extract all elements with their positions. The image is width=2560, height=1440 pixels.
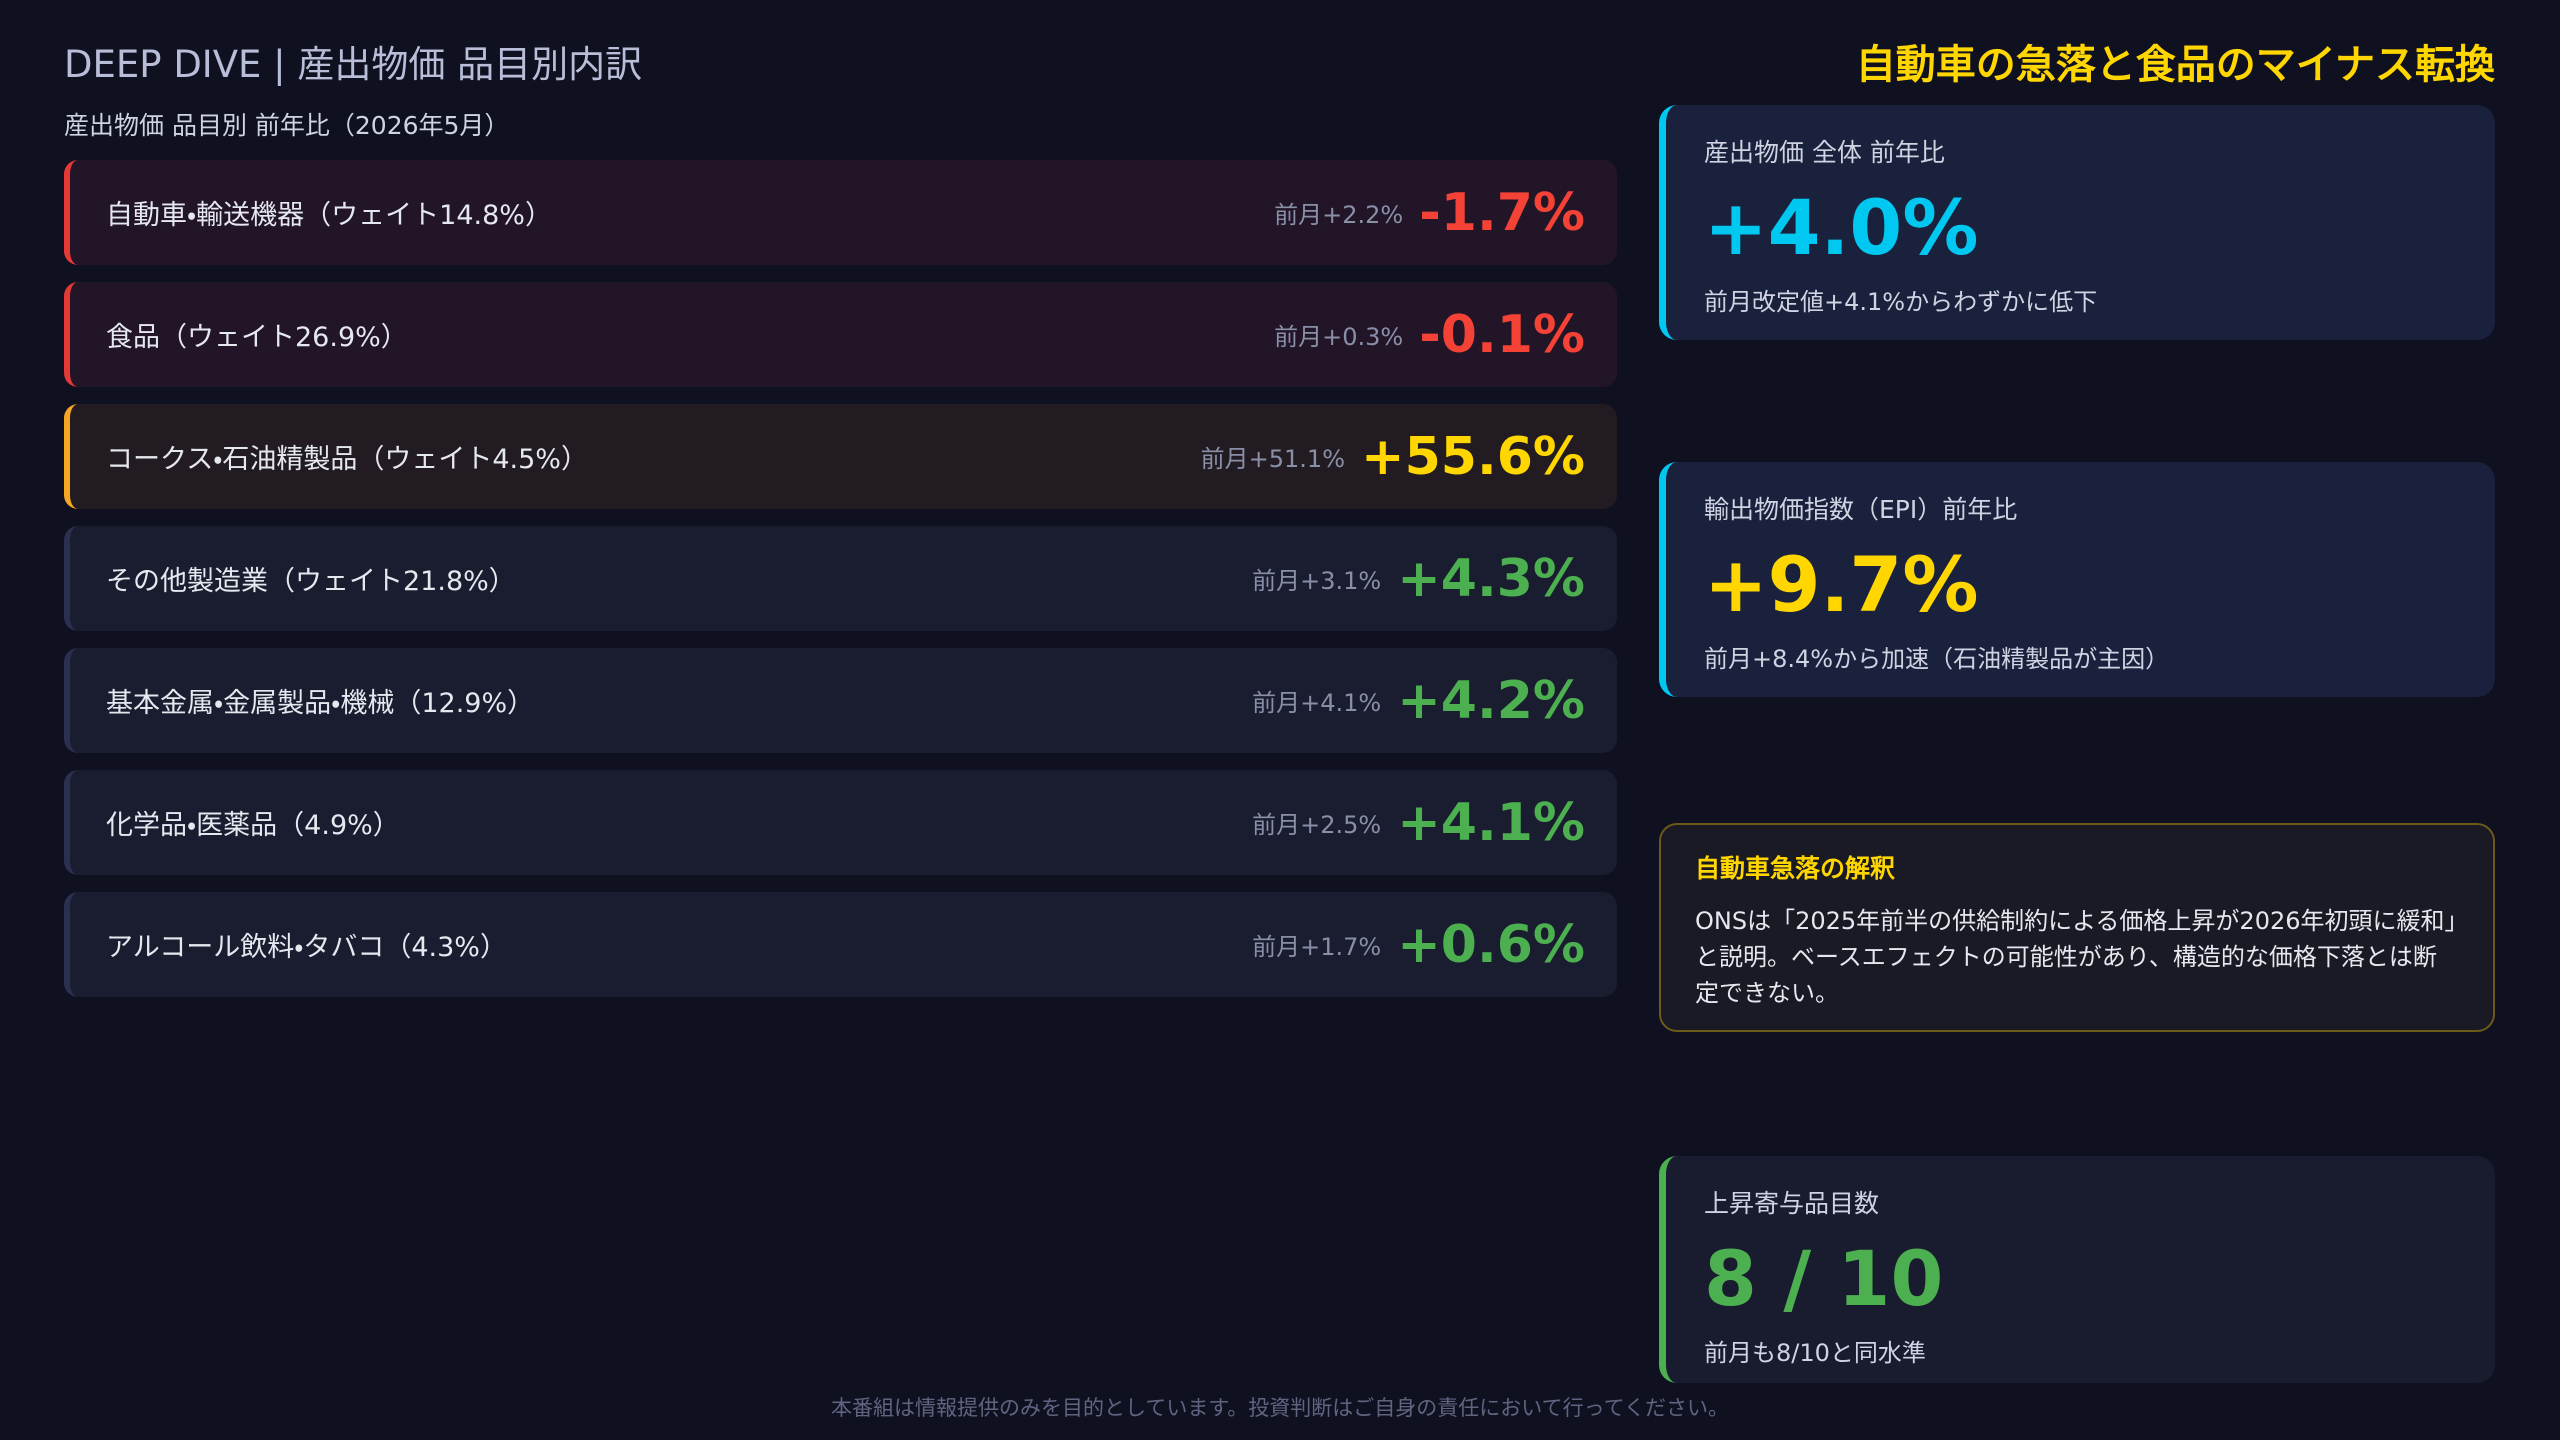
card-value: +9.7%	[1704, 540, 1979, 629]
row-value: -1.7%	[1419, 182, 1585, 243]
row: その他製造業（ウェイト21.8%） 前月+3.1% +4.3%	[64, 526, 1617, 631]
card-note: 前月+8.4%から加速（石油精製品が主因）	[1704, 645, 2170, 673]
card-note: 前月改定値+4.1%からわずかに低下	[1704, 288, 2098, 316]
card: 輸出物価指数（EPI）前年比 +9.7% 前月+8.4%から加速（石油精製品が主因）	[1659, 462, 2495, 697]
subtitle: 産出物価 品目別 前年比（2026年5月）	[64, 111, 510, 140]
card-label: 輸出物価指数（EPI）前年比	[1704, 495, 2018, 524]
row-prev: 前月+4.1%	[1252, 689, 1382, 717]
row: 食品（ウェイト26.9%） 前月+0.3% -0.1%	[64, 282, 1617, 387]
count-label: 上昇寄与品目数	[1704, 1189, 1880, 1218]
row-label: 化学品・医薬品（4.9%）	[106, 810, 400, 841]
row-value: +4.3%	[1397, 548, 1585, 609]
count-note: 前月も8/10と同水準	[1704, 1339, 1926, 1367]
row: 基本金属・金属製品・機械（12.9%） 前月+4.1% +4.2%	[64, 648, 1617, 753]
row: アルコール飲料・タバコ（4.3%） 前月+1.7% +0.6%	[64, 892, 1617, 997]
headline: 自動車の急落と食品のマイナス転換	[1855, 42, 2495, 88]
row-label: アルコール飲料・タバコ（4.3%）	[106, 932, 507, 963]
card-value: +4.0%	[1704, 183, 1979, 272]
row-label: 自動車・輸送機器（ウェイト14.8%）	[106, 200, 552, 231]
row: 化学品・医薬品（4.9%） 前月+2.5% +4.1%	[64, 770, 1617, 875]
row-prev: 前月+51.1%	[1200, 445, 1346, 473]
row-label: 食品（ウェイト26.9%）	[106, 322, 408, 353]
count-value: 8 / 10	[1704, 1234, 1944, 1323]
row: コークス・石油精製品（ウェイト4.5%） 前月+51.1% +55.6%	[64, 404, 1617, 509]
row-prev: 前月+2.2%	[1274, 201, 1404, 229]
row-label: コークス・石油精製品（ウェイト4.5%）	[106, 444, 588, 475]
row-label: 基本金属・金属製品・機械（12.9%）	[106, 688, 535, 719]
row-label: その他製造業（ウェイト21.8%）	[106, 566, 516, 597]
card-label: 産出物価 全体 前年比	[1704, 138, 1945, 167]
row-value: +55.6%	[1361, 426, 1585, 487]
row-prev: 前月+2.5%	[1252, 811, 1382, 839]
card: 産出物価 全体 前年比 +4.0% 前月改定値+4.1%からわずかに低下	[1659, 105, 2495, 340]
explain-body: ONSは「2025年前半の供給制約による価格上昇が2026年初頭に緩和」と説明。…	[1695, 907, 2457, 1007]
row-prev: 前月+3.1%	[1252, 567, 1382, 595]
row-prev: 前月+0.3%	[1274, 323, 1404, 351]
explain-box: 自動車急落の解釈 ONSは「2025年前半の供給制約による価格上昇が2026年初…	[1659, 823, 2495, 1032]
count-card: 上昇寄与品目数 8 / 10 前月も8/10と同水準	[1659, 1156, 2495, 1383]
title: DEEP DIVE | 産出物価 品目別内訳	[64, 43, 643, 86]
explain-title: 自動車急落の解釈	[1695, 854, 1896, 883]
row-prev: 前月+1.7%	[1252, 933, 1382, 961]
row-value: +4.2%	[1397, 670, 1585, 731]
row: 自動車・輸送機器（ウェイト14.8%） 前月+2.2% -1.7%	[64, 160, 1617, 265]
row-value: +0.6%	[1397, 914, 1585, 975]
row-value: +4.1%	[1397, 792, 1585, 853]
row-value: -0.1%	[1419, 304, 1585, 365]
footer: 本番組は情報提供のみを目的としています。投資判断はご自身の責任において行ってくだ…	[831, 1396, 1729, 1420]
